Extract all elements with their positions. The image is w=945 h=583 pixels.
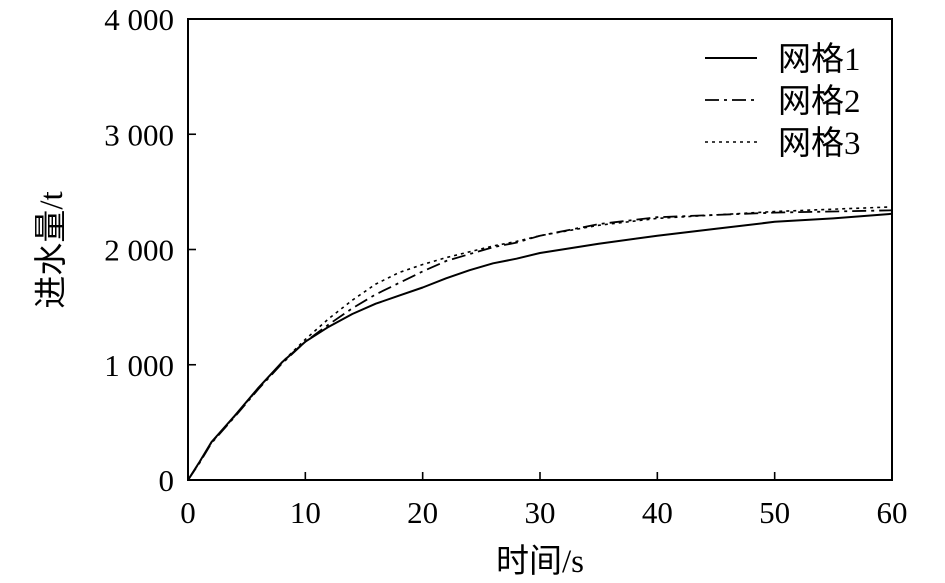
x-tick-label: 0 bbox=[180, 495, 196, 530]
axis-tick-labels: 0 10 20 30 40 50 60 0 1 000 2 000 3 000 4 000 bbox=[104, 2, 907, 530]
legend-label-1: 网格1 bbox=[778, 41, 861, 78]
axis-ticks bbox=[187, 18, 893, 481]
x-tick-label: 60 bbox=[877, 495, 908, 530]
x-tick-label: 10 bbox=[290, 495, 321, 530]
y-tick-label: 2 000 bbox=[104, 233, 174, 268]
legend-label-3: 网格3 bbox=[778, 125, 861, 162]
x-axis-title: 时间/s bbox=[496, 544, 584, 580]
series-layer bbox=[187, 206, 893, 481]
legend-label-2: 网格2 bbox=[778, 83, 861, 120]
x-tick-label: 20 bbox=[407, 495, 438, 530]
legend: 网格1 网格2 网格3 bbox=[705, 41, 861, 162]
y-tick-label: 3 000 bbox=[104, 117, 174, 152]
x-tick-label: 40 bbox=[642, 495, 673, 530]
x-tick-label: 50 bbox=[759, 495, 790, 530]
x-tick-label: 30 bbox=[525, 495, 556, 530]
y-axis-title: 进水量/t bbox=[33, 191, 70, 308]
y-tick-label: 4 000 bbox=[104, 2, 174, 37]
y-tick-label: 1 000 bbox=[104, 348, 174, 383]
y-tick-label: 0 bbox=[159, 463, 175, 498]
series-line-3 bbox=[187, 206, 893, 481]
series-line-2 bbox=[187, 209, 893, 481]
series-line-1 bbox=[187, 212, 893, 481]
